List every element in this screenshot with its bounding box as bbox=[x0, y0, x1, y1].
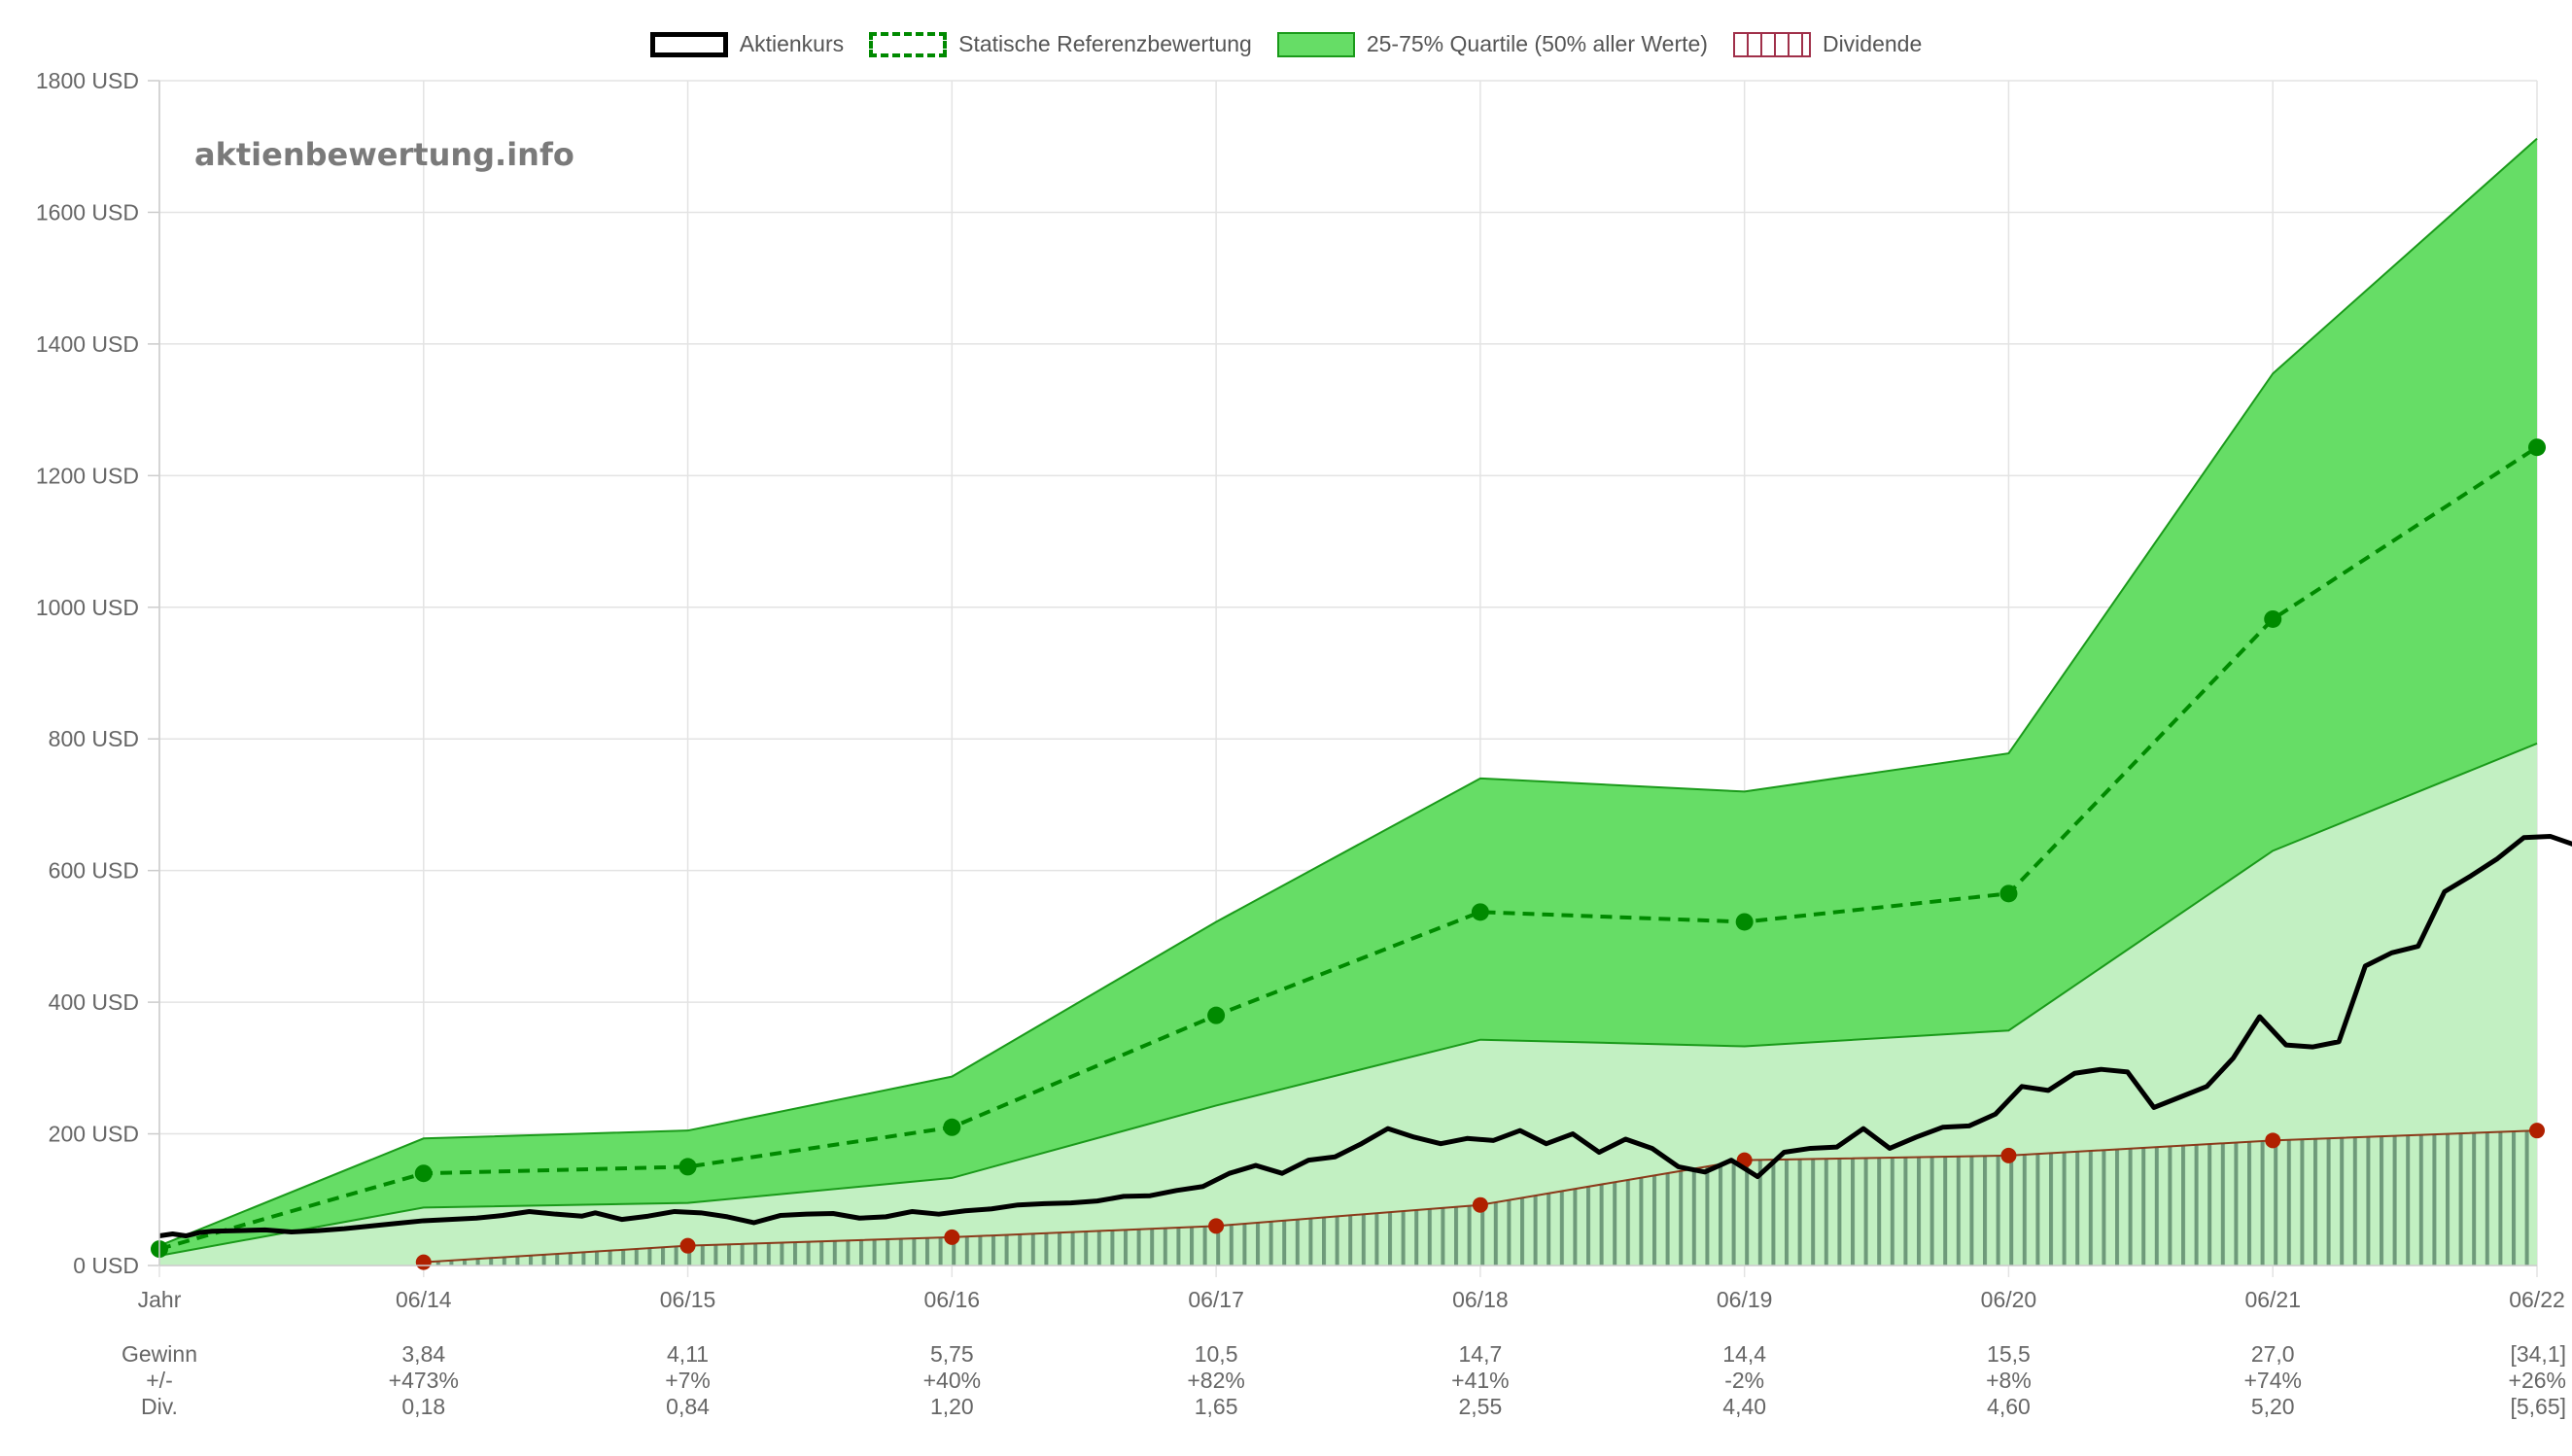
reference-point[interactable] bbox=[414, 1164, 433, 1183]
legend-dividend-label: Dividende bbox=[1822, 31, 1923, 56]
y-tick-label: 1200 USD bbox=[36, 463, 139, 488]
quartile-upper-line bbox=[158, 137, 2538, 1247]
x-tick-label: 06/16 bbox=[924, 1287, 981, 1312]
legend-band-label: 25-75% Quartile (50% aller Werte) bbox=[1366, 31, 1708, 56]
legend-band-swatch bbox=[1276, 31, 1355, 57]
legend-item-price[interactable]: Aktienkurs bbox=[649, 31, 845, 57]
table-cell: +26% bbox=[2509, 1368, 2566, 1393]
dividend-series bbox=[415, 1123, 2545, 1270]
table-cell: +40% bbox=[923, 1368, 981, 1393]
table-cell: 15,5 bbox=[1987, 1341, 2031, 1367]
reference-point[interactable] bbox=[1735, 913, 1754, 931]
reference-point[interactable] bbox=[1999, 884, 2018, 903]
table-cell: 5,20 bbox=[2251, 1394, 2295, 1419]
legend-reference-swatch bbox=[869, 31, 948, 57]
table-cell: 4,40 bbox=[1722, 1394, 1766, 1419]
table-cell: 1,65 bbox=[1195, 1394, 1238, 1419]
table-row-label: Gewinn bbox=[122, 1341, 197, 1367]
y-tick-label: 600 USD bbox=[49, 858, 139, 884]
legend-price-swatch bbox=[649, 31, 728, 57]
axes: 0 USD 200 USD 400 USD 600 USD 800 USD 1000 US… bbox=[36, 68, 2565, 1312]
table-cell: 27,0 bbox=[2251, 1341, 2295, 1367]
x-tick-label: 06/17 bbox=[1188, 1287, 1244, 1312]
dividend-point[interactable] bbox=[2265, 1132, 2281, 1149]
y-tick-label: 1600 USD bbox=[36, 199, 139, 225]
reference-point[interactable] bbox=[678, 1158, 697, 1176]
table-cell: 0,84 bbox=[666, 1394, 710, 1419]
dividend-area bbox=[423, 1130, 2537, 1265]
table-cell: +7% bbox=[665, 1368, 711, 1393]
x-tick-label: 06/15 bbox=[660, 1287, 716, 1312]
y-tick-label: 800 USD bbox=[49, 726, 139, 751]
legend-item-reference[interactable]: Statische Referenzbewertung bbox=[869, 31, 1252, 57]
legend: Aktienkurs Statische Referenzbewertung 2… bbox=[0, 31, 2572, 57]
legend-item-band[interactable]: 25-75% Quartile (50% aller Werte) bbox=[1276, 31, 1708, 57]
y-tick-label: 1400 USD bbox=[36, 331, 139, 357]
dividend-point[interactable] bbox=[2000, 1147, 2017, 1163]
reference-series bbox=[151, 438, 2546, 1259]
table-cell: 10,5 bbox=[1195, 1341, 1238, 1367]
dividend-point[interactable] bbox=[2529, 1123, 2545, 1139]
y-tick-label: 1000 USD bbox=[36, 595, 139, 620]
table-cell: +82% bbox=[1187, 1368, 1244, 1393]
legend-item-dividend[interactable]: Dividende bbox=[1732, 31, 1923, 57]
y-tick-label: 200 USD bbox=[49, 1122, 139, 1147]
watermark-logo: aktienbewertung.info bbox=[194, 136, 574, 173]
x-tick-label: 06/21 bbox=[2244, 1287, 2301, 1312]
table-row-label: +/- bbox=[146, 1368, 172, 1393]
dividend-point[interactable] bbox=[415, 1254, 432, 1270]
table-cell: 4,60 bbox=[1987, 1394, 2031, 1419]
table-cell: +8% bbox=[1986, 1368, 2032, 1393]
x-tick-label: Jahr bbox=[138, 1287, 182, 1312]
table-cell: -2% bbox=[1724, 1368, 1764, 1393]
legend-reference-label: Statische Referenzbewertung bbox=[958, 31, 1252, 56]
table-cell: 2,55 bbox=[1459, 1394, 1503, 1419]
table-cell: 14,4 bbox=[1722, 1341, 1766, 1367]
dividend-point[interactable] bbox=[1208, 1218, 1225, 1234]
table-cell: +473% bbox=[389, 1368, 459, 1393]
legend-price-label: Aktienkurs bbox=[739, 31, 845, 56]
table-cell: 4,11 bbox=[667, 1341, 709, 1367]
quartile-lower-line bbox=[158, 743, 2538, 1257]
dividend-point[interactable] bbox=[1472, 1196, 1488, 1213]
quartile-band-fill bbox=[159, 138, 2537, 1256]
y-tick-label: 400 USD bbox=[49, 989, 139, 1015]
table-cell: [5,65] bbox=[2510, 1394, 2566, 1419]
reference-point[interactable] bbox=[2264, 609, 2282, 628]
legend-dividend-swatch bbox=[1732, 31, 1811, 57]
x-tick-label: 06/18 bbox=[1452, 1287, 1509, 1312]
x-tick-label: 06/22 bbox=[2509, 1287, 2565, 1312]
table-cell: 5,75 bbox=[930, 1341, 974, 1367]
table-cell: 1,20 bbox=[930, 1394, 974, 1419]
bottom-table: Gewinn 3,84 4,11 5,75 10,5 14,7 14,4 15,5 27,0 [3… bbox=[122, 1341, 2566, 1419]
table-cell: 0,18 bbox=[401, 1394, 445, 1419]
price-series bbox=[158, 833, 2572, 1239]
y-tick-label: 1800 USD bbox=[36, 68, 139, 93]
x-tick-label: 06/20 bbox=[1981, 1287, 2037, 1312]
reference-line bbox=[158, 445, 2539, 1251]
table-cell: +74% bbox=[2243, 1368, 2301, 1393]
reference-point[interactable] bbox=[1207, 1006, 1226, 1024]
reference-point[interactable] bbox=[943, 1118, 961, 1136]
x-tick-label: 06/14 bbox=[396, 1287, 452, 1312]
table-cell: +41% bbox=[1451, 1368, 1509, 1393]
price-line bbox=[158, 833, 2572, 1239]
table-cell: 3,84 bbox=[401, 1341, 445, 1367]
dividend-point[interactable] bbox=[679, 1237, 696, 1254]
reference-point[interactable] bbox=[1471, 903, 1489, 921]
y-tick-label: 0 USD bbox=[73, 1253, 139, 1278]
dividend-point[interactable] bbox=[944, 1229, 960, 1245]
x-tick-label: 06/19 bbox=[1717, 1287, 1773, 1312]
table-cell: [34,1] bbox=[2510, 1341, 2566, 1367]
reference-point[interactable] bbox=[2528, 438, 2546, 457]
table-row-label: Div. bbox=[141, 1394, 178, 1419]
quartile-band bbox=[158, 137, 2538, 1265]
quartile-lower-fill bbox=[159, 743, 2537, 1265]
table-cell: 14,7 bbox=[1459, 1341, 1503, 1367]
